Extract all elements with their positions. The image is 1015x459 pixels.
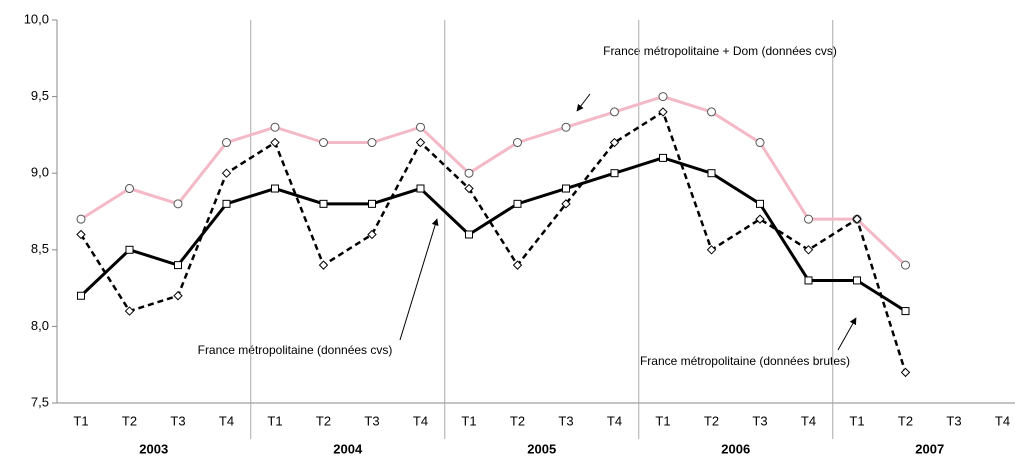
marker [271, 184, 279, 193]
marker [464, 183, 474, 194]
annotation: France métropolitaine + Dom (données cvs… [603, 44, 837, 58]
series-line [79, 156, 907, 313]
marker [610, 107, 619, 117]
marker [124, 306, 135, 316]
year-label: 2005 [527, 441, 556, 456]
marker [77, 291, 85, 300]
y-tick-label: 8,5 [31, 241, 49, 256]
marker [901, 260, 910, 270]
year-label: 2006 [721, 441, 750, 456]
x-tick-label: T4 [413, 413, 428, 428]
marker [76, 214, 86, 224]
marker [852, 214, 862, 224]
year-label: 2004 [333, 441, 363, 456]
x-tick-label: T3 [170, 413, 185, 428]
marker [900, 367, 911, 378]
x-tick-label: T3 [364, 413, 379, 428]
x-tick-label: T4 [801, 413, 816, 428]
marker [125, 184, 134, 194]
marker [901, 307, 910, 316]
marker [755, 214, 765, 224]
marker [318, 260, 329, 270]
marker [76, 229, 86, 240]
x-tick-label: T1 [849, 413, 864, 428]
y-tick-label: 9,5 [31, 88, 49, 103]
marker [707, 107, 716, 117]
marker [755, 138, 765, 148]
marker [561, 199, 571, 209]
x-tick-label: T3 [946, 413, 961, 428]
x-tick-label: T1 [73, 413, 88, 428]
marker [221, 168, 232, 178]
marker [465, 230, 473, 239]
series-line [80, 95, 907, 267]
x-tick-label: T1 [461, 413, 476, 428]
marker [513, 199, 522, 208]
marker [367, 229, 377, 240]
marker [222, 199, 231, 208]
marker [173, 199, 183, 209]
marker [803, 245, 814, 255]
marker [853, 276, 861, 285]
x-tick-label: T2 [510, 413, 525, 428]
marker [804, 214, 813, 224]
x-tick-label: T1 [655, 413, 670, 428]
y-tick-label: 9,0 [31, 165, 49, 180]
annotation: France métropolitaine (données brutes) [640, 354, 850, 368]
marker [368, 199, 376, 208]
marker [609, 137, 620, 148]
marker [270, 137, 280, 148]
marker [610, 169, 619, 178]
marker [707, 169, 716, 178]
marker [804, 276, 813, 285]
year-label: 2003 [139, 441, 168, 456]
marker [125, 245, 134, 254]
y-tick-label: 7,5 [31, 394, 49, 409]
marker [464, 168, 474, 178]
x-tick-label: T3 [752, 413, 767, 428]
annotation: France métropolitaine (données cvs) [198, 343, 393, 357]
marker [658, 107, 668, 117]
arrow [399, 218, 439, 341]
marker [222, 138, 231, 148]
marker [367, 138, 377, 148]
marker [319, 199, 328, 208]
marker [173, 291, 183, 301]
marker [415, 137, 426, 148]
marker [756, 199, 764, 208]
marker [174, 261, 182, 270]
year-label: 2007 [915, 441, 944, 456]
marker [416, 184, 425, 193]
marker [658, 92, 668, 102]
x-tick-label: T1 [267, 413, 282, 428]
x-tick-label: T2 [316, 413, 331, 428]
x-tick-label: T2 [704, 413, 719, 428]
y-tick-label: 10,0 [24, 11, 49, 26]
marker [319, 138, 328, 148]
x-tick-label: T2 [122, 413, 137, 428]
marker [562, 184, 570, 193]
x-tick-label: T2 [898, 413, 913, 428]
y-tick-label: 8,0 [31, 318, 49, 333]
marker [561, 122, 571, 132]
marker [512, 260, 523, 270]
x-tick-label: T4 [995, 413, 1010, 428]
x-tick-label: T3 [558, 413, 573, 428]
x-tick-label: T4 [219, 413, 234, 428]
marker [416, 122, 425, 132]
marker [706, 245, 717, 255]
arrow [576, 93, 591, 112]
marker [513, 138, 522, 148]
marker [659, 153, 667, 162]
arrow [837, 317, 857, 351]
x-tick-label: T4 [607, 413, 622, 428]
series-line [79, 110, 907, 373]
marker [270, 122, 280, 132]
